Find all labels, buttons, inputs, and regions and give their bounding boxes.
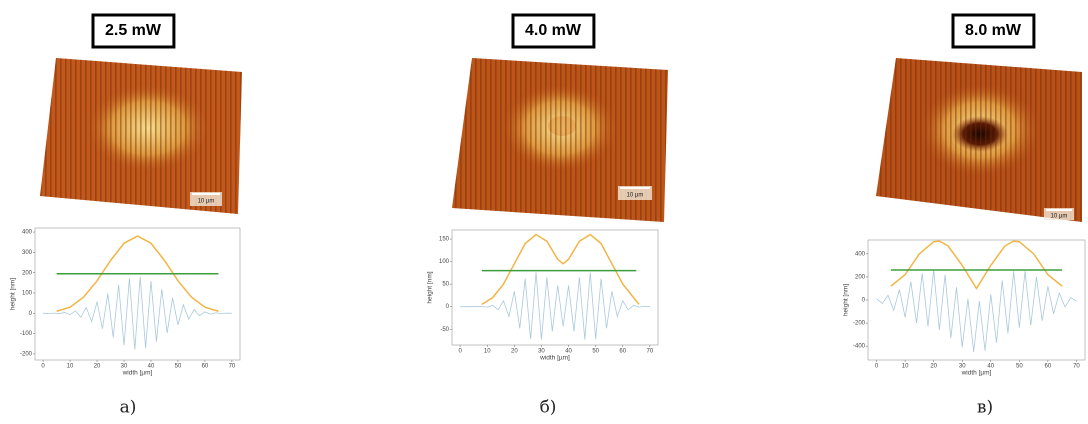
x-tick-label: 10 bbox=[484, 349, 491, 355]
x-tick-label: 0 bbox=[458, 349, 462, 355]
x-tick-label: 50 bbox=[175, 364, 182, 370]
y-tick-label: 100 bbox=[439, 259, 450, 265]
panel-caption: а) bbox=[120, 398, 137, 418]
x-tick-label: 20 bbox=[511, 349, 518, 355]
scale-bar-label: 10 µm bbox=[627, 193, 644, 199]
y-tick-label: 0 bbox=[862, 298, 866, 304]
x-tick-label: 0 bbox=[41, 364, 45, 370]
afm-image bbox=[452, 58, 668, 222]
y-tick-label: -200 bbox=[853, 321, 866, 327]
panel-caption: в) bbox=[977, 398, 993, 418]
x-tick-label: 60 bbox=[202, 364, 209, 370]
x-axis-label: width [µm] bbox=[961, 370, 992, 377]
x-tick-label: 0 bbox=[875, 364, 879, 370]
panel: 4.0 mW 10 µm 0 10 20 30 40 50 60 70 -50 0 50 100 150 wi… bbox=[427, 13, 659, 418]
x-tick-label: 40 bbox=[148, 364, 155, 370]
y-axis-label: height [nm] bbox=[427, 271, 434, 303]
x-axis-label: width [µm] bbox=[539, 355, 570, 362]
y-tick-label: 0 bbox=[29, 311, 33, 317]
panel: 8.0 mW 10 µm 0 10 20 30 40 50 60 70 -400 -200 0 200 40… bbox=[843, 13, 1086, 418]
y-tick-label: -200 bbox=[20, 351, 33, 357]
x-tick-label: 20 bbox=[930, 364, 937, 370]
y-axis-label: height [nm] bbox=[843, 284, 850, 316]
panel-title: 4.0 mW bbox=[525, 22, 582, 39]
series-line bbox=[460, 272, 650, 340]
x-tick-label: 30 bbox=[538, 349, 545, 355]
x-tick-label: 70 bbox=[1073, 364, 1080, 370]
plot-frame bbox=[451, 229, 659, 346]
series-line bbox=[876, 269, 1077, 352]
y-tick-label: 50 bbox=[442, 282, 449, 288]
series-line bbox=[43, 276, 232, 350]
y-tick-label: -400 bbox=[853, 344, 866, 350]
y-tick-label: -50 bbox=[440, 327, 449, 333]
panel: 2.5 mW 10 µm 0 10 20 30 40 50 60 70 -200 -100 0 100 20… bbox=[10, 13, 241, 418]
series-line bbox=[890, 240, 1063, 290]
x-tick-label: 40 bbox=[987, 364, 994, 370]
y-axis-label: height [nm] bbox=[10, 278, 17, 310]
x-tick-label: 20 bbox=[94, 364, 101, 370]
panel-title: 8.0 mW bbox=[965, 22, 1022, 39]
title-box bbox=[951, 13, 1036, 49]
y-tick-label: 300 bbox=[22, 250, 33, 256]
plot-frame bbox=[867, 239, 1086, 361]
series-line bbox=[56, 235, 219, 312]
y-tick-label: 0 bbox=[446, 304, 450, 310]
series-line bbox=[481, 233, 640, 306]
x-tick-label: 60 bbox=[1045, 364, 1052, 370]
panel-caption: б) bbox=[540, 398, 557, 418]
afm-image bbox=[876, 58, 1082, 222]
y-tick-label: 400 bbox=[855, 251, 866, 257]
x-tick-label: 10 bbox=[902, 364, 909, 370]
y-tick-label: 150 bbox=[439, 237, 450, 243]
afm-image bbox=[40, 58, 242, 214]
title-box bbox=[511, 13, 596, 49]
y-tick-label: 200 bbox=[855, 275, 866, 281]
x-tick-label: 50 bbox=[1016, 364, 1023, 370]
x-tick-label: 60 bbox=[619, 349, 626, 355]
x-tick-label: 70 bbox=[647, 349, 654, 355]
x-tick-label: 30 bbox=[959, 364, 966, 370]
scale-bar-label: 10 µm bbox=[1051, 214, 1068, 220]
x-tick-label: 50 bbox=[592, 349, 599, 355]
y-tick-label: -100 bbox=[20, 331, 33, 337]
y-tick-label: 400 bbox=[22, 230, 33, 236]
title-box bbox=[91, 13, 176, 49]
panel-title: 2.5 mW bbox=[105, 22, 162, 39]
x-tick-label: 10 bbox=[67, 364, 74, 370]
x-tick-label: 70 bbox=[229, 364, 236, 370]
x-axis-label: width [µm] bbox=[122, 370, 153, 377]
x-tick-label: 30 bbox=[121, 364, 128, 370]
scale-bar-label: 10 µm bbox=[198, 199, 215, 205]
x-tick-label: 40 bbox=[565, 349, 572, 355]
plot-frame bbox=[34, 227, 241, 361]
y-tick-label: 200 bbox=[22, 270, 33, 276]
y-tick-label: 100 bbox=[22, 291, 33, 297]
